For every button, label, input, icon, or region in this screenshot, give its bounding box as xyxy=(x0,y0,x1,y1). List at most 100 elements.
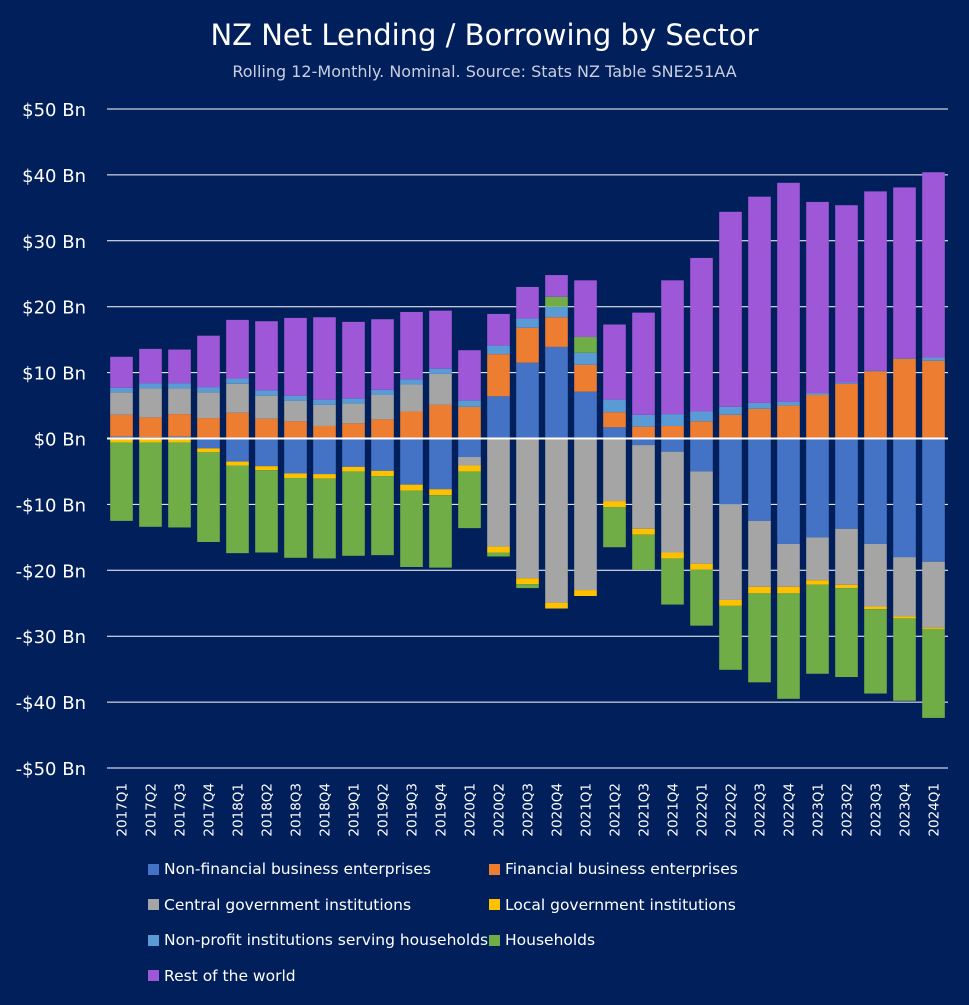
chart-subtitle: Rolling 12-Monthly. Nominal. Source: Sta… xyxy=(232,62,737,81)
bar-segment xyxy=(922,172,945,358)
bar-segment xyxy=(168,414,191,437)
x-tick-label: 2019Q2 xyxy=(376,783,392,837)
bar-segment xyxy=(400,379,423,385)
bar-segment xyxy=(226,438,249,462)
bar-segment xyxy=(632,528,655,535)
bar-segment xyxy=(661,280,684,415)
x-tick-label: 2017Q4 xyxy=(202,783,218,837)
bar-segment xyxy=(284,438,307,474)
bar-segment xyxy=(313,404,336,426)
bar-segment xyxy=(922,357,945,361)
bar-segment xyxy=(313,474,336,479)
y-tick-label: -$20 Bn xyxy=(16,561,86,582)
bar-segment xyxy=(371,476,394,556)
y-tick-label: $50 Bn xyxy=(22,100,86,121)
bar-segment xyxy=(690,438,713,472)
bar-segment xyxy=(835,383,858,439)
bar-segment xyxy=(197,335,220,388)
legend-swatch xyxy=(148,899,159,910)
bar-segment xyxy=(168,349,191,384)
bar-segment xyxy=(632,445,655,529)
x-tick-label: 2017Q3 xyxy=(173,783,189,837)
bar-segment xyxy=(458,465,481,472)
bar-segment xyxy=(661,425,684,439)
bar-segment xyxy=(110,392,133,415)
bar-segment xyxy=(110,442,133,521)
bar-segment xyxy=(371,389,394,396)
bar-segment xyxy=(806,537,829,581)
x-tick-label: 2018Q1 xyxy=(231,783,247,837)
bar-segment xyxy=(487,552,510,557)
bar-segment xyxy=(429,310,452,369)
bar-segment xyxy=(864,371,887,439)
legend-swatch xyxy=(148,934,159,946)
bar-segment xyxy=(313,317,336,400)
x-tick-label: 2020Q2 xyxy=(492,783,508,837)
bar-segment xyxy=(748,586,771,594)
legend-label: Non-profit institutions serving househol… xyxy=(164,931,489,949)
bar-segment xyxy=(197,452,220,542)
bar-segment xyxy=(458,350,481,401)
y-tick-label: $10 Bn xyxy=(22,364,86,385)
bar-segment xyxy=(661,558,684,605)
bar-segment xyxy=(429,495,452,568)
bar-segment xyxy=(371,470,394,477)
bar-segment xyxy=(922,360,945,439)
bar-segment xyxy=(226,465,249,554)
bar-segment xyxy=(806,393,829,396)
bar-segment xyxy=(835,382,858,384)
legend-item: Financial business enterprises xyxy=(489,860,738,878)
bar-segment xyxy=(806,580,829,585)
bar-segment xyxy=(835,528,858,585)
bar-segment xyxy=(835,205,858,383)
bar-segment xyxy=(806,395,829,439)
bar-segment xyxy=(719,599,742,606)
bar-segment xyxy=(835,588,858,678)
bar-segment xyxy=(603,324,626,400)
bar-segment xyxy=(371,319,394,390)
bar-segment xyxy=(864,543,887,607)
bar-segment xyxy=(516,318,539,328)
bar-segment xyxy=(748,520,771,587)
chart-title: NZ Net Lending / Borrowing by Sector xyxy=(210,18,759,52)
legend-swatch xyxy=(489,899,500,910)
bar-segment xyxy=(893,557,916,617)
bar-segment xyxy=(139,383,162,389)
bar-segment xyxy=(516,286,539,319)
bar-segment xyxy=(516,438,539,579)
bar-segment xyxy=(806,438,829,538)
bar-segment xyxy=(255,321,278,391)
bar-segment xyxy=(371,438,394,471)
bar-segment xyxy=(893,358,916,439)
bar-segment xyxy=(226,378,249,384)
x-tick-label: 2023Q3 xyxy=(869,783,885,837)
bar-segment xyxy=(255,418,278,439)
bar-segment xyxy=(545,306,568,318)
bar-segment xyxy=(226,319,249,379)
legend-item: Local government institutions xyxy=(489,896,736,914)
x-tick-label: 2021Q2 xyxy=(608,783,624,837)
legend-item: Households xyxy=(489,931,595,949)
bar-segment xyxy=(632,312,655,415)
bar-segment xyxy=(893,616,916,619)
bar-segment xyxy=(429,373,452,405)
bar-segment xyxy=(574,280,597,338)
bar-segment xyxy=(284,400,307,422)
bar-segment xyxy=(922,627,945,629)
legend-swatch xyxy=(489,863,500,875)
legend-label: Local government institutions xyxy=(505,895,736,914)
bar-segment xyxy=(400,438,423,485)
bar-segment xyxy=(458,456,481,466)
y-tick-label: -$50 Bn xyxy=(16,759,86,780)
x-tick-label: 2019Q3 xyxy=(405,783,421,837)
x-tick-label: 2019Q4 xyxy=(434,783,450,837)
bar-segment xyxy=(400,411,423,439)
legend-swatch xyxy=(148,970,159,981)
bar-segment xyxy=(429,368,452,374)
bar-segment xyxy=(342,423,365,439)
bar-segment xyxy=(516,584,539,589)
x-tick-label: 2023Q2 xyxy=(840,783,856,837)
bar-segment xyxy=(690,569,713,626)
bar-segment xyxy=(719,414,742,439)
